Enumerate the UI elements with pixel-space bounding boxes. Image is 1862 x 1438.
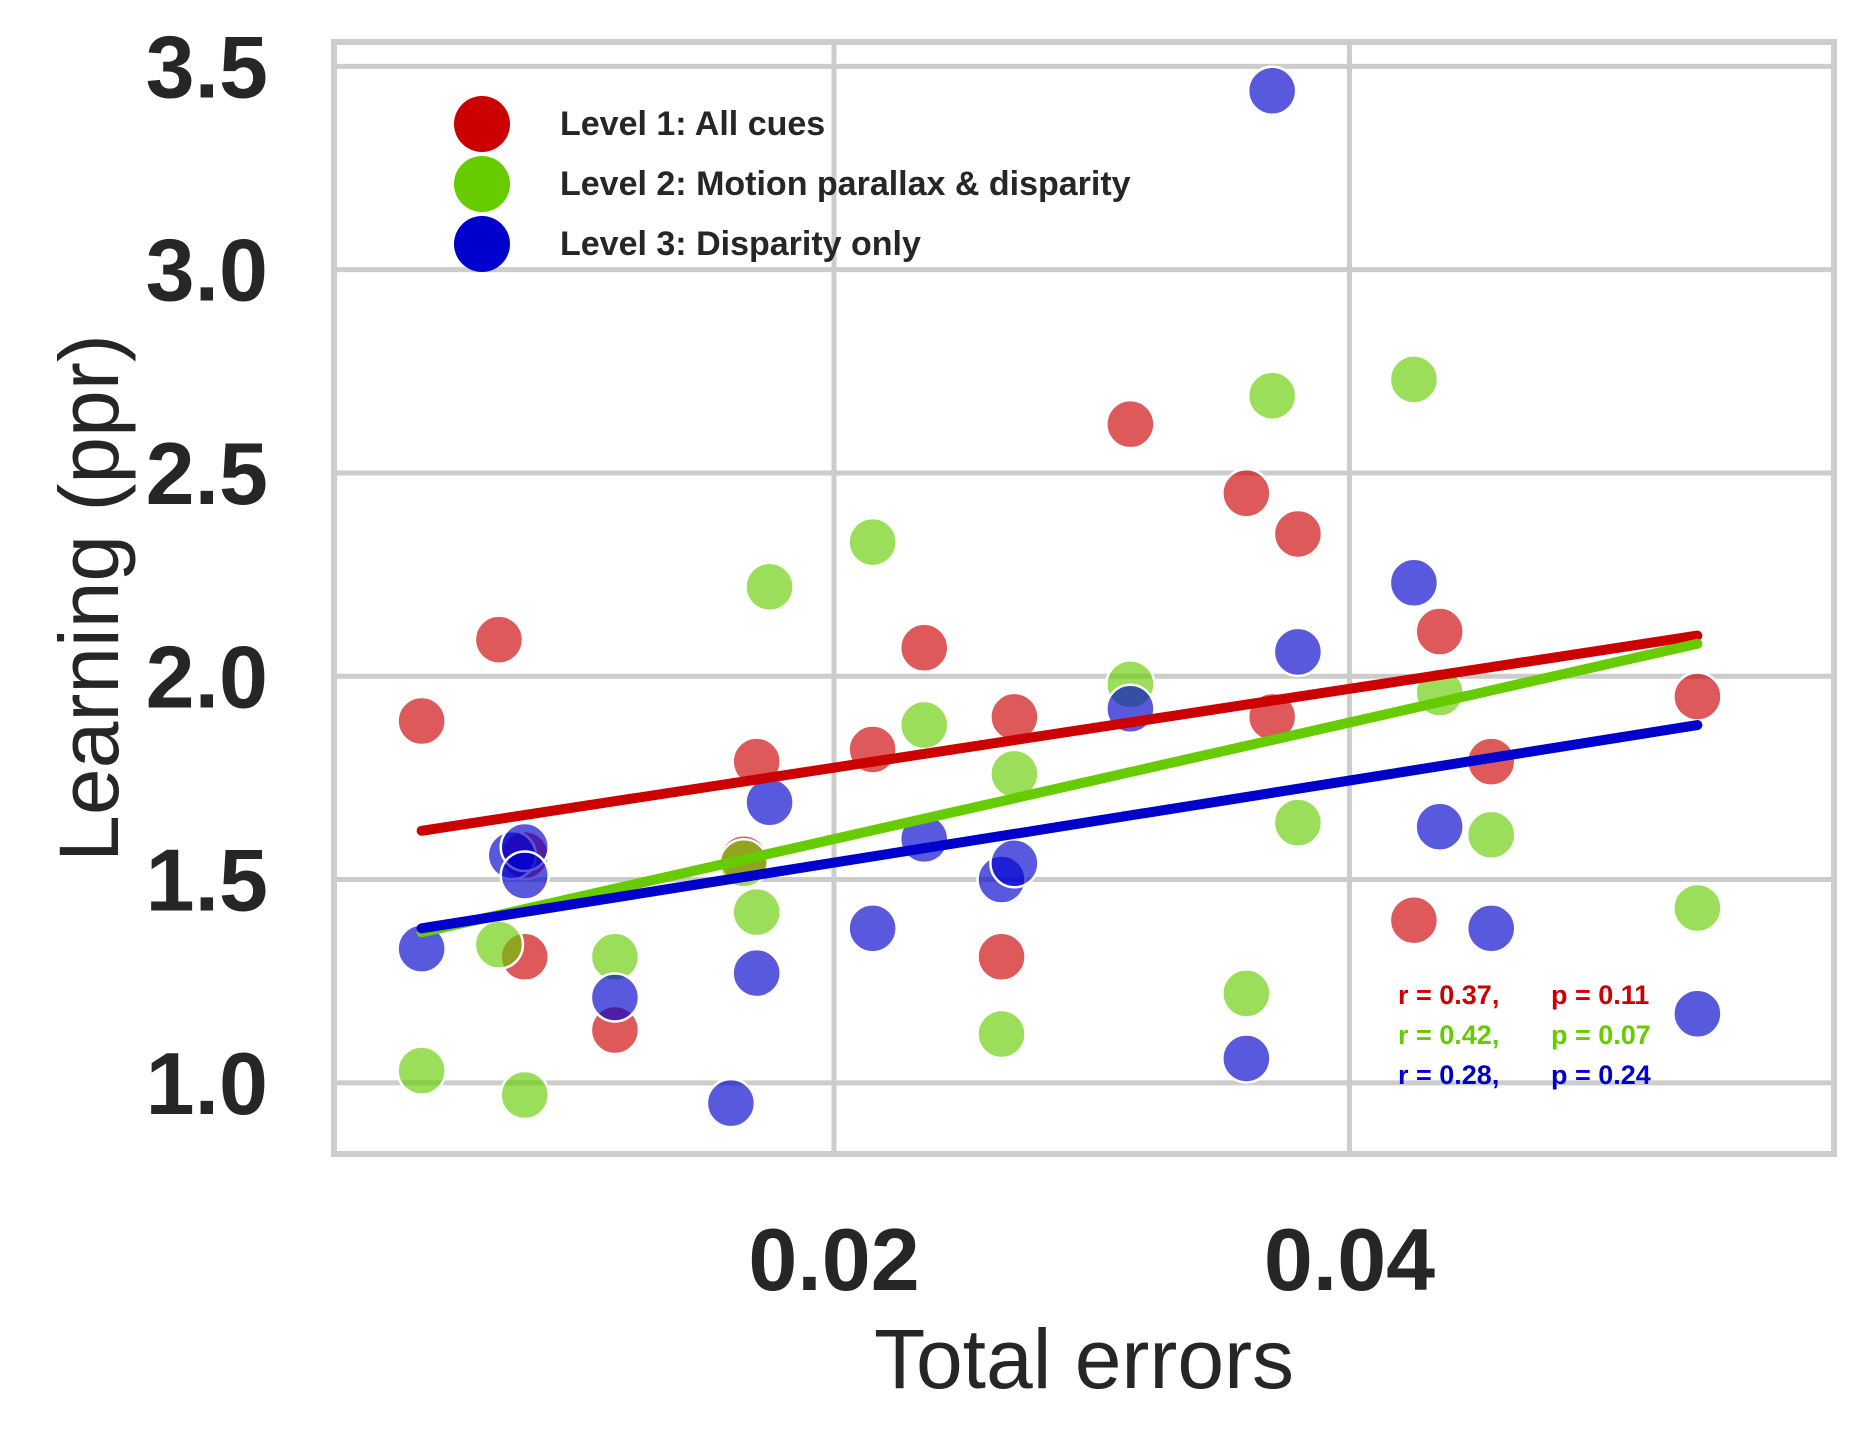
data-point [1672,882,1723,934]
data-point [1246,370,1298,421]
legend-marker [454,216,510,272]
data-point [1414,801,1465,852]
data-point [1388,557,1440,609]
data-point [847,516,898,568]
data-point [499,1069,550,1121]
data-point [744,777,795,828]
data-point [499,850,550,901]
data-point [1672,988,1723,1039]
data-point [589,972,641,1023]
data-point [1221,468,1272,519]
regression-line [416,638,1703,938]
data-point [473,614,525,665]
stat-p: p = 0.07 [1551,1020,1651,1050]
y-tick-label: 3.5 [146,17,268,116]
y-tick-label: 1.5 [146,831,268,930]
data-point [1388,894,1440,946]
y-tick-labels: 1.0 1.5 2.0 2.5 3.0 3.5 [146,17,268,1132]
data-point [1246,65,1298,117]
data-point [1672,671,1723,722]
data-point [1465,809,1517,861]
data-point [1221,968,1272,1019]
data-point [847,903,898,954]
x-tick-label: 0.02 [748,1210,919,1309]
data-point [898,622,950,674]
data-point [976,931,1027,983]
data-point [744,561,795,613]
legend-label: Level 3: Disparity only [560,225,921,263]
x-tick-labels: 0.02 0.04 [748,1210,1435,1309]
x-axis-label: Total errors [874,1312,1294,1406]
data-point [1105,398,1156,450]
legend-label: Level 2: Motion parallax & disparity [560,165,1131,203]
regression-line [416,630,1703,836]
data-point [1221,1033,1272,1084]
stat-r: r = 0.37, [1398,980,1499,1010]
data-point [473,919,525,970]
data-point [1272,797,1324,848]
data-point [1272,626,1324,678]
data-point [898,699,950,751]
data-point [1272,508,1324,560]
data-point [1388,354,1440,405]
plot-frame [331,39,1837,1157]
data-point [396,695,447,747]
y-tick-label: 2.0 [146,627,268,726]
data-point [731,886,782,938]
stat-r: r = 0.28, [1398,1060,1499,1090]
legend-marker [454,96,510,152]
data-point [989,838,1040,889]
y-axis-label: Learning (ppr) [42,334,136,862]
y-tick-label: 1.0 [146,1034,268,1133]
legend-label: Level 1: All cues [560,105,825,143]
legend-marker [454,156,510,212]
data-point [1465,903,1517,954]
data-points [396,65,1723,1129]
legend: Level 1: All cues Level 2: Motion paralla… [454,96,1131,272]
regression-line [416,720,1703,934]
stat-r: r = 0.42, [1398,1020,1499,1050]
regression-lines [416,630,1703,938]
data-point [731,947,782,999]
correlation-stats: r = 0.37, p = 0.11 r = 0.42, p = 0.07 r = 0.… [1398,980,1651,1090]
y-tick-label: 2.5 [146,424,268,523]
x-tick-label: 0.04 [1264,1210,1435,1309]
stat-p: p = 0.11 [1551,980,1649,1010]
stat-p: p = 0.24 [1551,1060,1651,1090]
data-point [705,1077,757,1129]
data-point [1414,606,1465,657]
data-point [976,1008,1027,1060]
data-point [396,1045,447,1096]
y-tick-label: 3.0 [146,221,268,320]
grid [334,42,1834,1154]
